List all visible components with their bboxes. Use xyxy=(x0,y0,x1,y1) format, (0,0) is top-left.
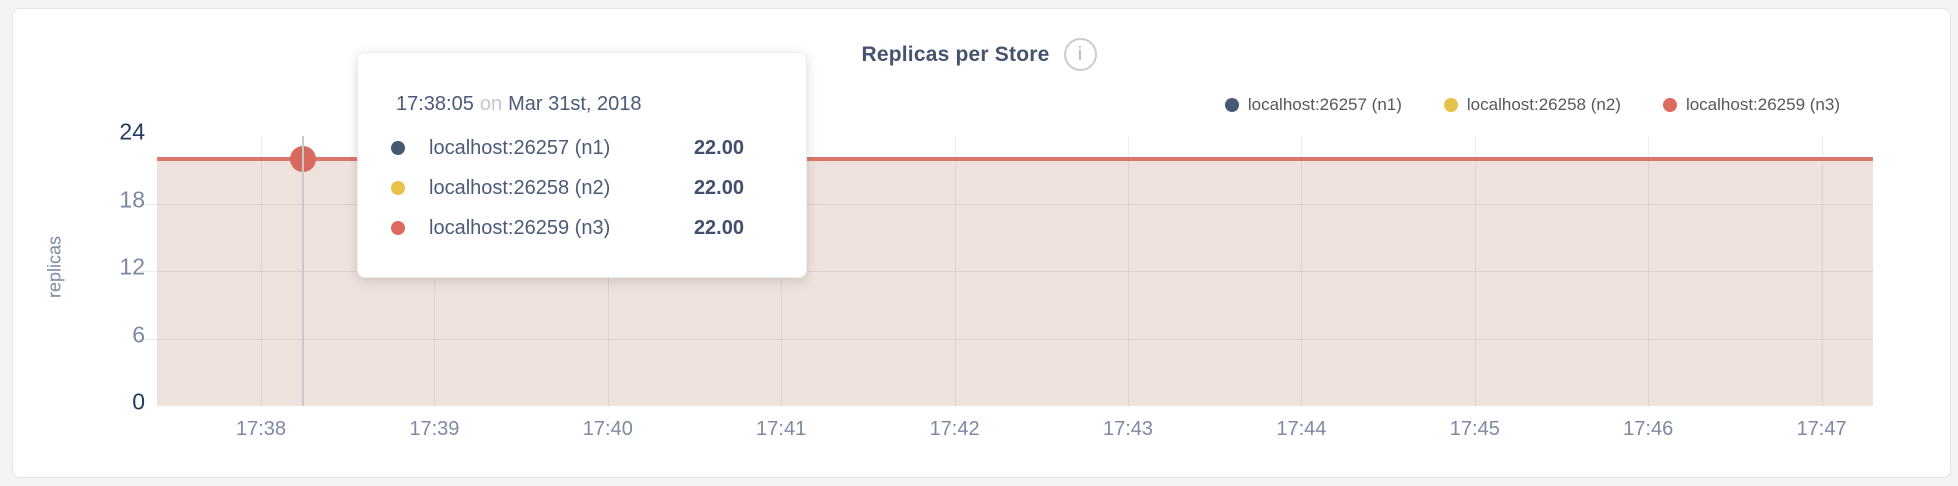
x-tick-label: 17:45 xyxy=(1449,418,1500,440)
x-tick-label: 17:39 xyxy=(409,418,460,440)
legend-item[interactable]: localhost:26258 (n2) xyxy=(1443,95,1621,115)
tooltip-series-dot xyxy=(391,221,405,235)
chart-title: Replicas per Store xyxy=(861,42,1050,66)
tooltip-row: localhost:26259 (n3) 22.00 xyxy=(391,208,744,248)
hover-tooltip: 17:38:05 on Mar 31st, 2018 localhost:26257… xyxy=(357,52,807,278)
tooltip-connector: on xyxy=(479,93,503,115)
tooltip-series-dot xyxy=(391,181,405,195)
y-tick-label: 0 xyxy=(132,388,145,415)
info-icon[interactable]: i xyxy=(1063,38,1097,71)
horizontal-gridline xyxy=(140,338,1873,340)
vertical-gridline xyxy=(1474,136,1476,406)
tooltip-date: Mar 31st, 2018 xyxy=(508,93,642,115)
tooltip-time: 17:38:05 xyxy=(396,93,474,115)
vertical-gridline xyxy=(1128,136,1129,406)
series-line xyxy=(157,156,1873,161)
tooltip-series-value: 22.00 xyxy=(693,136,744,159)
tooltip-series-label: localhost:26259 (n3) xyxy=(429,216,611,239)
vertical-gridline xyxy=(1301,136,1303,406)
y-tick-label: 6 xyxy=(132,321,145,347)
x-tick-label: 17:40 xyxy=(582,418,633,440)
tooltip-series-label: localhost:26257 (n1) xyxy=(429,136,611,159)
legend-item[interactable]: localhost:26259 (n3) xyxy=(1662,95,1840,115)
vertical-gridline xyxy=(1648,136,1650,406)
x-tick-label: 17:47 xyxy=(1796,418,1847,440)
tooltip-series-value: 22.00 xyxy=(693,216,744,239)
legend-dot xyxy=(1224,98,1239,112)
vertical-gridline xyxy=(261,136,262,406)
tooltip-series-value: 22.00 xyxy=(693,176,744,199)
vertical-gridline xyxy=(954,136,956,406)
chart-header: Replicas per Store i xyxy=(0,38,1958,71)
legend-dot xyxy=(1443,98,1458,112)
legend-label: localhost:26257 (n1) xyxy=(1247,95,1402,114)
tooltip-series-label: localhost:26258 (n2) xyxy=(429,176,611,199)
vertical-gridline xyxy=(1821,136,1823,406)
legend-label: localhost:26259 (n3) xyxy=(1685,95,1840,114)
tooltip-row: localhost:26257 (n1) 22.00 xyxy=(391,128,744,168)
x-tick-label: 17:42 xyxy=(929,418,980,440)
x-tick-label: 17:46 xyxy=(1623,418,1674,440)
x-tick-label: 17:43 xyxy=(1102,418,1154,440)
legend-item[interactable]: localhost:26257 (n1) xyxy=(1224,95,1402,115)
horizontal-gridline xyxy=(140,271,1873,272)
legend-dot xyxy=(1662,98,1677,112)
x-tick-label: 17:38 xyxy=(235,418,287,440)
tooltip-row: localhost:26258 (n2) 22.00 xyxy=(391,168,744,208)
tooltip-series-dot xyxy=(391,141,405,155)
y-tick-label: 24 xyxy=(119,118,145,145)
horizontal-gridline xyxy=(140,203,1873,205)
y-tick-label: 12 xyxy=(119,253,145,280)
legend-label: localhost:26258 (n2) xyxy=(1466,95,1621,114)
y-tick-label: 18 xyxy=(119,186,145,212)
legend: localhost:26257 (n1) localhost:26258 (n2)… xyxy=(1224,93,1840,117)
crosshair-line xyxy=(302,136,304,406)
x-tick-label: 17:41 xyxy=(756,418,807,440)
tooltip-rows: localhost:26257 (n1) 22.00 localhost:26258… xyxy=(391,128,744,248)
x-tick-label: 17:44 xyxy=(1276,418,1327,440)
tooltip-header: 17:38:05 on Mar 31st, 2018 xyxy=(396,91,770,117)
